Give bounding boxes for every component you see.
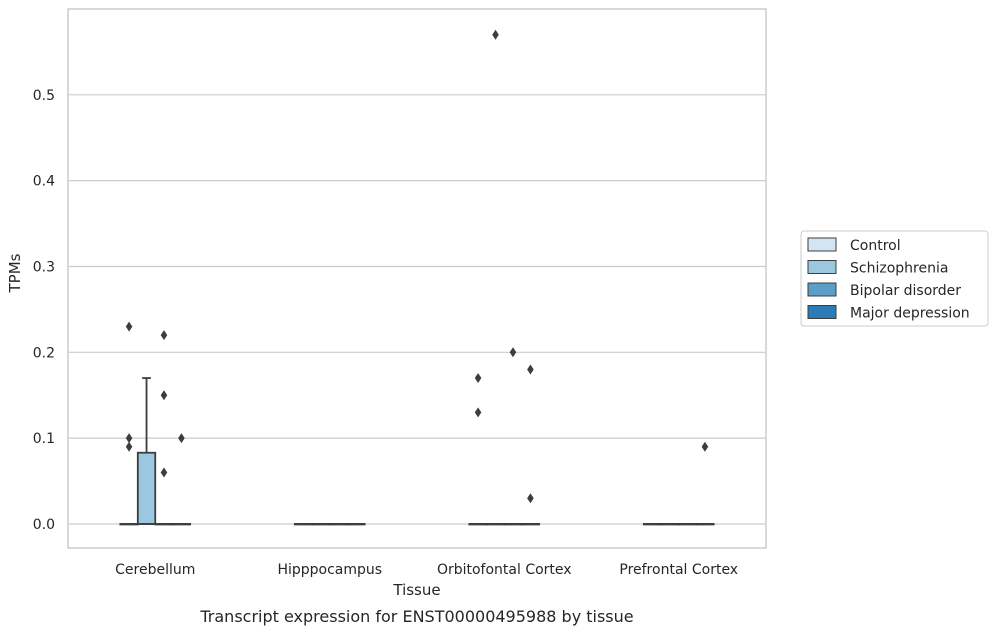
- outlier-point: [125, 433, 133, 444]
- box: [136, 451, 157, 525]
- outlier-point: [160, 330, 168, 341]
- y-tick-label: 0.3: [33, 259, 55, 275]
- legend-swatch: [807, 282, 837, 297]
- legend-frame: [800, 230, 989, 327]
- outlier-point: [125, 321, 133, 332]
- x-tick-label: Cerebellum: [115, 562, 195, 578]
- x-axis-label: Tissue: [392, 581, 440, 599]
- x-tick-labels: Cerebellum Hipppocampus Orbitofontal Corte…: [115, 562, 738, 578]
- outlier-point: [474, 373, 482, 384]
- legend-swatch: [807, 260, 837, 274]
- outlier-point: [125, 441, 133, 452]
- plot-frame: [67, 8, 767, 549]
- x-tick-label: Prefrontal Cortex: [619, 562, 738, 578]
- outlier-point: [160, 467, 168, 478]
- outlier-point: [178, 433, 185, 444]
- legend-label: Bipolar disorder: [850, 283, 961, 299]
- outlier-point: [160, 390, 168, 401]
- x-tick-label: Orbitofontal Cortex: [437, 562, 572, 578]
- legend-label: Control: [850, 238, 901, 254]
- legend-label: Schizophrenia: [850, 261, 948, 277]
- y-axis-label: TPMs: [6, 253, 24, 293]
- y-tick-label: 0.0: [33, 517, 55, 533]
- y-tick-label: 0.2: [33, 345, 55, 361]
- outlier-point: [509, 347, 517, 358]
- outlier-point: [701, 441, 709, 452]
- outlier-point: [527, 493, 534, 504]
- chart-caption: Transcript expression for ENST0000049598…: [199, 607, 633, 626]
- outlier-point: [527, 364, 534, 375]
- y-tick-label: 0.4: [33, 174, 55, 190]
- legend-label: Major depression: [850, 306, 970, 322]
- y-tick-labels: 0.0 0.1 0.2 0.3 0.4 0.5: [33, 88, 55, 533]
- outliers: [125, 29, 709, 504]
- x-tick-label: Hipppocampus: [277, 562, 382, 578]
- y-tick-label: 0.1: [33, 431, 55, 447]
- legend-swatch: [807, 237, 837, 252]
- outlier-point: [474, 407, 482, 418]
- outlier-point: [492, 29, 499, 40]
- legend-swatch: [807, 305, 837, 319]
- y-tick-label: 0.5: [33, 88, 55, 104]
- legend: Control Schizophrenia Bipolar disorder Majo…: [800, 230, 989, 327]
- boxes: [119, 377, 715, 526]
